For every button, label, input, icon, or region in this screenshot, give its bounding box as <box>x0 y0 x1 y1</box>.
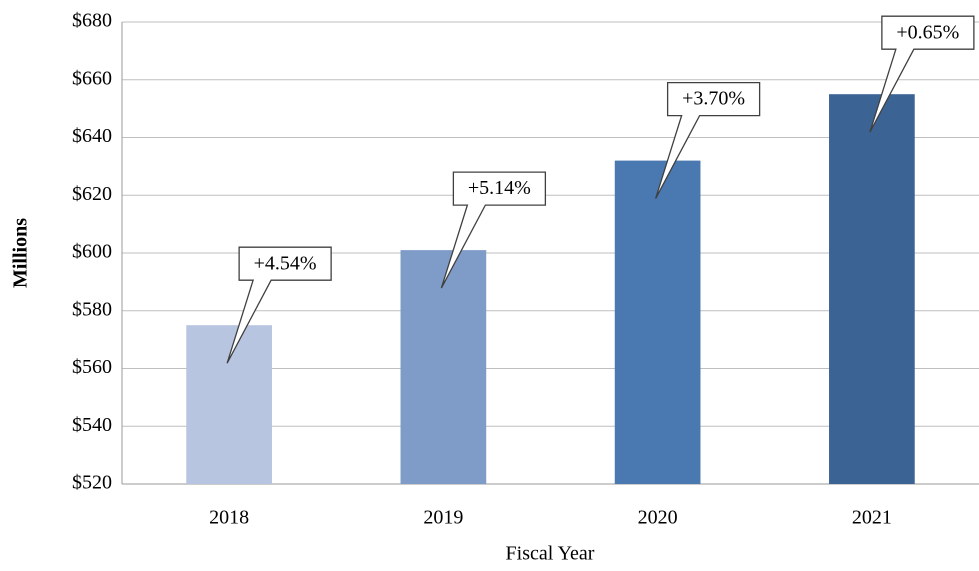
bar <box>829 94 915 484</box>
annotation: +4.54% <box>254 252 317 274</box>
y-tick-label: $600 <box>72 241 112 263</box>
y-tick-label: $660 <box>72 67 112 89</box>
callout <box>869 15 975 133</box>
y-tick-label: $540 <box>72 414 112 436</box>
y-tick-label: $580 <box>72 298 112 320</box>
y-tick-label: $520 <box>72 472 112 494</box>
annotation: +3.70% <box>682 88 745 110</box>
callout <box>440 171 547 289</box>
bar <box>400 250 487 484</box>
x-axis-title: Fiscal Year <box>506 543 595 565</box>
x-tick-label: 2018 <box>209 507 249 529</box>
x-tick-label: 2019 <box>423 507 463 529</box>
y-tick-label: $640 <box>72 125 112 147</box>
y-tick-label: $680 <box>72 10 112 32</box>
y-axis-title: Millions <box>10 218 32 288</box>
bar <box>614 160 701 484</box>
annotation: +0.65% <box>896 21 959 43</box>
y-tick-label: $620 <box>72 183 112 205</box>
bar <box>186 325 272 484</box>
x-tick-label: 2020 <box>638 507 678 529</box>
annotation: +5.14% <box>468 177 531 199</box>
callout <box>226 246 332 364</box>
y-tick-label: $560 <box>72 356 112 378</box>
x-tick-label: 2021 <box>852 507 892 529</box>
callout <box>655 81 761 199</box>
